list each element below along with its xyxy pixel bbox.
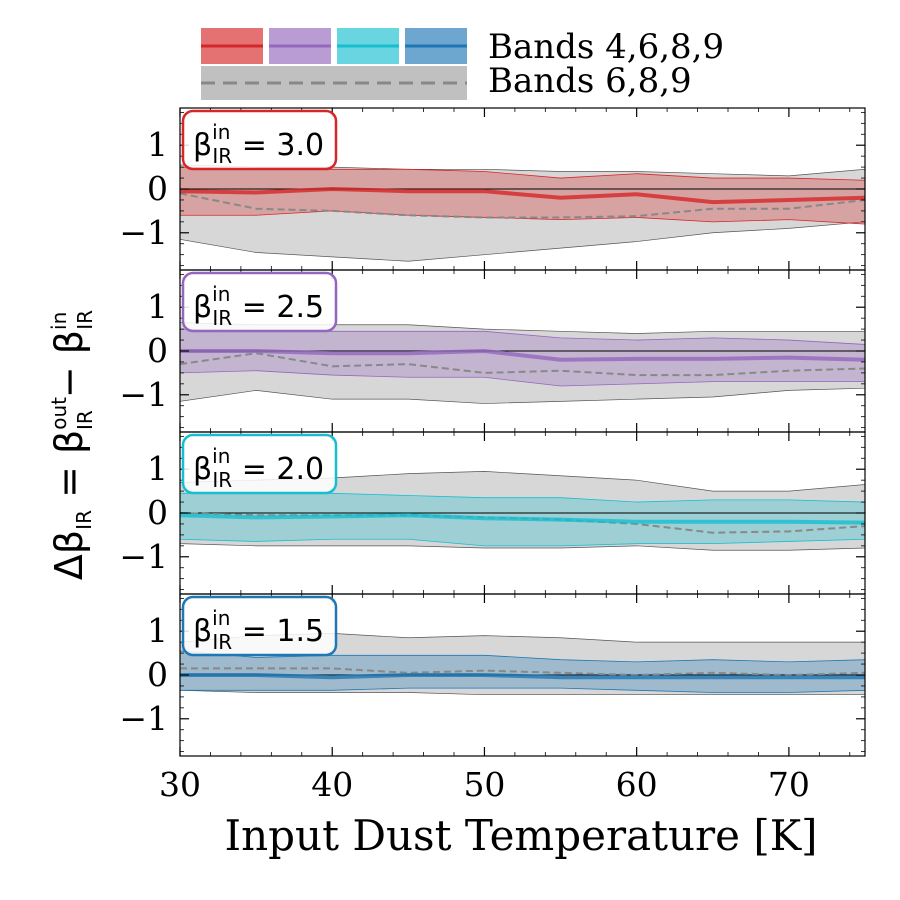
x-axis: 30 40 50 60 70 — [159, 765, 810, 804]
main-median-line-1 — [179, 186, 866, 205]
panel-1: 1 0 −1 βin IR = 3.0 — [119, 107, 866, 271]
beta-symbol: β — [193, 290, 212, 325]
xtick-label: 70 — [768, 765, 810, 804]
ytick-label: −1 — [119, 699, 168, 738]
xtick-label: 60 — [616, 765, 658, 804]
beta-value: = 3.0 — [232, 128, 324, 163]
beta-superscript: in — [212, 606, 230, 630]
panel-label-box — [181, 433, 338, 495]
main-median-line-3 — [179, 513, 866, 525]
ytick-label: 0 — [147, 655, 168, 694]
panel-label-1: βin IR = 3.0 — [181, 109, 338, 171]
beta-value: = 2.0 — [232, 452, 324, 487]
beta-subscript: IR — [212, 468, 232, 492]
ytick-label: −1 — [119, 213, 168, 252]
panel-label-box — [181, 271, 338, 333]
ytick-label: −1 — [119, 375, 168, 414]
ytick-label: 1 — [147, 611, 168, 650]
ytick-label: 0 — [147, 169, 168, 208]
panel-2: 1 0 −1 βin IR = 2.5 — [119, 269, 866, 433]
ytick-label: 0 — [147, 331, 168, 370]
beta-symbol: β — [193, 452, 212, 487]
panel-label-2: βin IR = 2.5 — [181, 271, 338, 333]
panel-3: 1 0 −1 βin IR = 2.0 — [119, 431, 866, 595]
panel-label-box — [181, 595, 338, 657]
alt-median-line-4 — [180, 667, 866, 677]
beta-symbol: β — [193, 614, 212, 649]
beta-superscript: in — [212, 444, 230, 468]
beta-value: = 1.5 — [232, 614, 324, 649]
xtick-label: 50 — [463, 765, 505, 804]
beta-subscript: IR — [212, 306, 232, 330]
beta-symbol: β — [193, 128, 212, 163]
xtick-label: 30 — [159, 765, 201, 804]
ytick-label: 0 — [147, 493, 168, 532]
ytick-label: −1 — [119, 537, 168, 576]
panel-label-text: βin IR = 3.0 — [193, 120, 324, 168]
beta-superscript: in — [212, 120, 230, 144]
panel-label-box — [181, 109, 338, 171]
alt-median-line-2 — [179, 352, 866, 377]
ytick-label: 1 — [147, 449, 168, 488]
ytick-label: 1 — [147, 125, 168, 164]
panel-label-4: βin IR = 1.5 — [181, 595, 338, 657]
panel-label-3: βin IR = 2.0 — [181, 433, 338, 495]
beta-superscript: in — [212, 282, 230, 306]
legend-label: Bands 6,8,9 — [488, 61, 692, 101]
x-axis-label: Input Dust Temperature [K] — [225, 811, 818, 860]
alt-median-line-1 — [179, 192, 866, 219]
main-median-line-4 — [180, 673, 865, 680]
ytick-label: 1 — [147, 287, 168, 326]
panel-label-text: βin IR = 2.5 — [193, 282, 324, 330]
legend-label: Bands 4,6,8,9 — [488, 27, 724, 67]
beta-subscript: IR — [212, 630, 232, 654]
beta-value: = 2.5 — [232, 290, 324, 325]
main-median-line-2 — [180, 348, 866, 362]
y-axis-label: ΔβIR = βout IR − βin IR — [47, 310, 97, 580]
xtick-label: 40 — [311, 765, 353, 804]
panel-label-text: βin IR = 2.0 — [193, 444, 324, 492]
beta-subscript: IR — [212, 144, 232, 168]
panel-4: 1 0 −1 βin IR = 1.5 — [119, 593, 866, 757]
panel-label-text: βin IR = 1.5 — [193, 606, 324, 654]
